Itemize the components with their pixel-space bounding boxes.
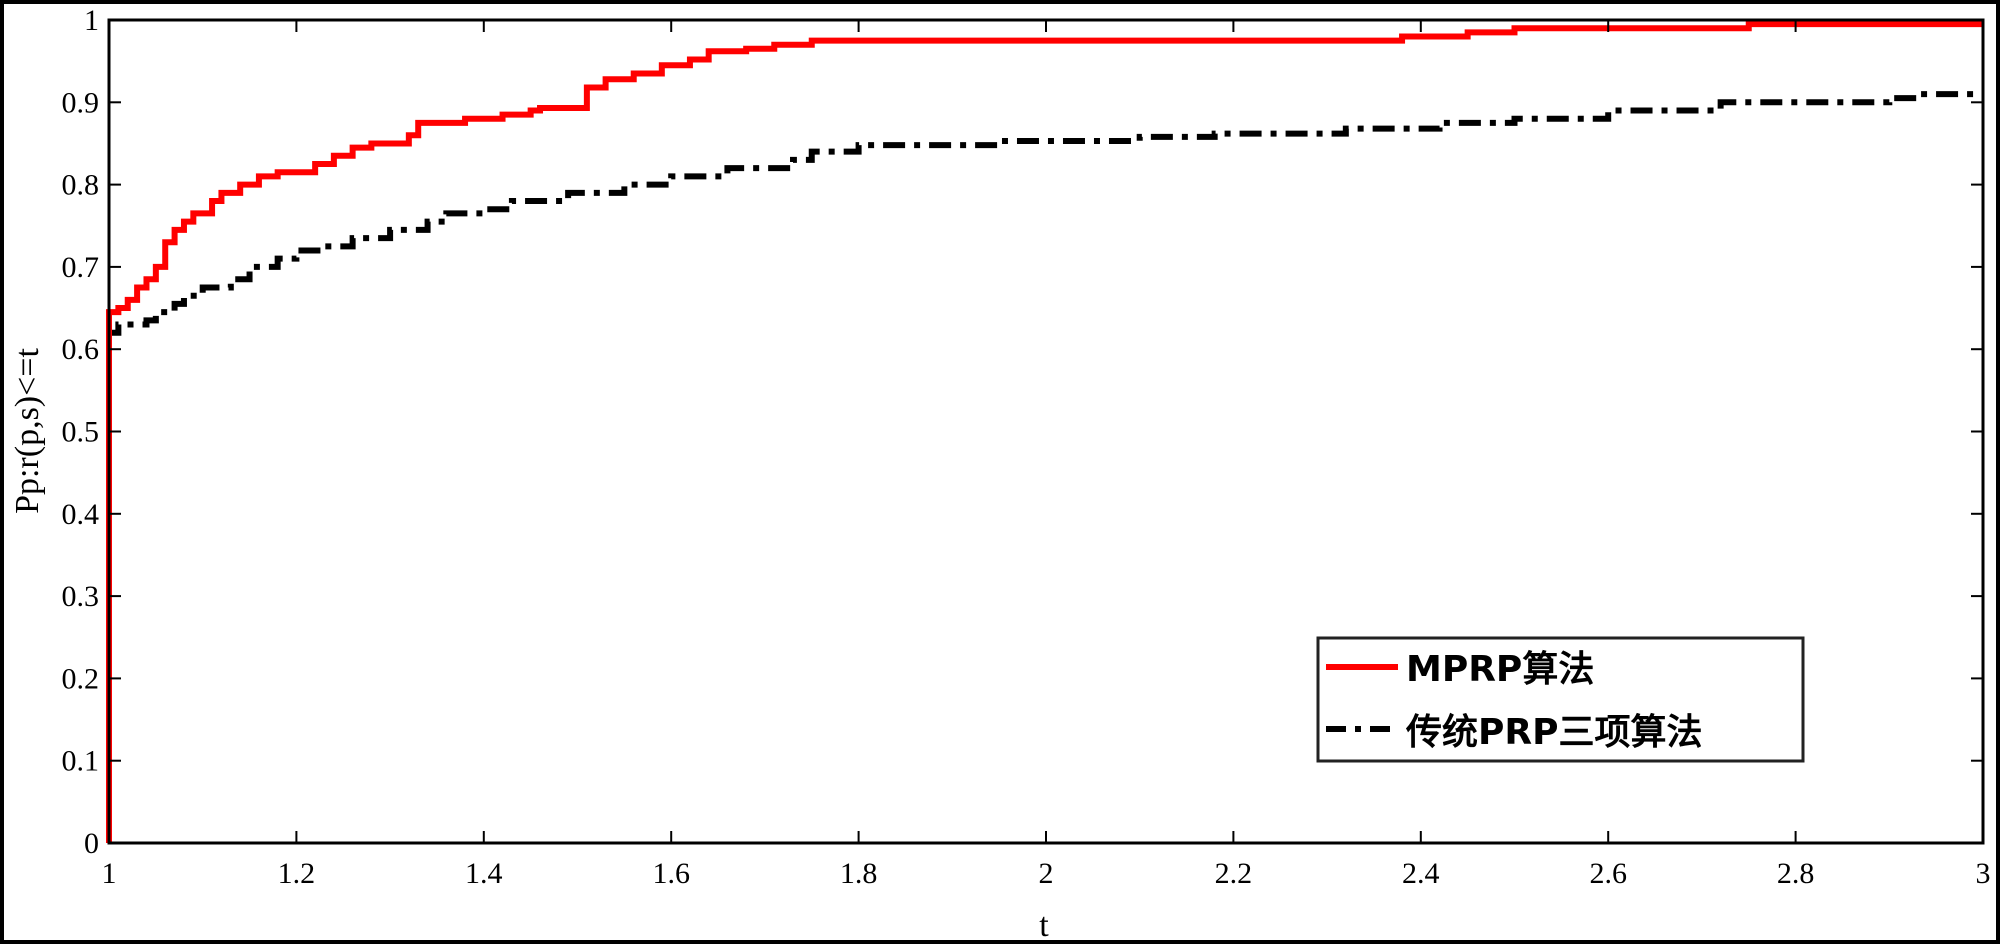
- x-tick-label: 2.4: [1402, 857, 1440, 890]
- chart-svg: 1 1.2 1.4 1.6 1.8 2 2.2 2.4 2.6 2.8 3 0 0.1 0.2 0.3 0.4…: [9, 4, 1991, 940]
- y-tick-label: 0.6: [62, 333, 100, 366]
- x-tick-label: 1.6: [652, 857, 690, 890]
- y-axis-title: Pp:r(p,s)<=t: [9, 348, 46, 514]
- legend-label-prp: 传统PRP三项算法: [1405, 712, 1703, 753]
- legend-label-mprp: MPRP算法: [1406, 649, 1594, 690]
- x-tick-label: 1.4: [465, 857, 503, 890]
- x-tick-label: 2.2: [1215, 857, 1253, 890]
- series-line-prp: [106, 91, 1983, 843]
- y-tick-label: 1: [84, 4, 99, 37]
- y-tick-label: 0.3: [62, 580, 100, 613]
- y-tick-label: 0.4: [62, 498, 100, 531]
- x-tick-label: 2: [1039, 857, 1054, 890]
- legend-box: [1316, 636, 1805, 763]
- y-tick-label: 0: [84, 827, 99, 860]
- y-tick-label: 0.2: [62, 662, 100, 695]
- x-tick-label: 2.8: [1777, 857, 1815, 890]
- legend: MPRP算法 传统PRP三项算法: [1316, 636, 1805, 763]
- x-tick-label: 2.6: [1589, 857, 1627, 890]
- y-tick-label: 0.8: [62, 169, 100, 202]
- y-tick-label: 0.1: [62, 745, 100, 778]
- y-tick-label: 0.5: [62, 416, 100, 449]
- figure-background: 1 1.2 1.4 1.6 1.8 2 2.2 2.4 2.6 2.8 3 0 0.1 0.2 0.3 0.4…: [4, 4, 1996, 940]
- x-tick-label: 1.8: [840, 857, 878, 890]
- y-tick-label: 0.9: [62, 86, 100, 119]
- x-axis-title: t: [1039, 907, 1049, 940]
- x-tick-label: 3: [1976, 857, 1991, 890]
- x-tick-label: 1.2: [278, 857, 316, 890]
- x-tick-label: 1: [102, 857, 117, 890]
- series-line-mprp: [106, 21, 1983, 843]
- y-tick-label: 0.7: [62, 251, 100, 284]
- tick-layer: 1 1.2 1.4 1.6 1.8 2 2.2 2.4 2.6 2.8 3 0 0.1 0.2 0.3 0.4…: [62, 4, 1991, 890]
